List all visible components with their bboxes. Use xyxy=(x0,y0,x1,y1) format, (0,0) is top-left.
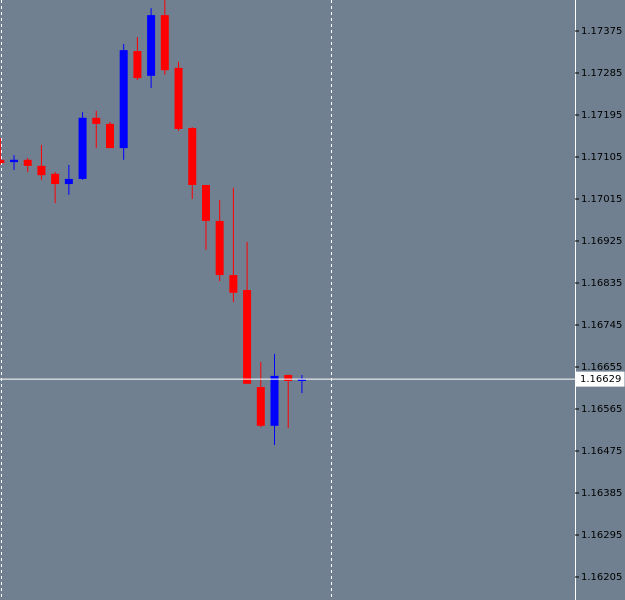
y-tick-label: 1.17195 xyxy=(581,110,622,121)
y-tick-label: 1.17375 xyxy=(581,26,622,37)
candle-body xyxy=(229,275,238,293)
candle-body xyxy=(243,289,252,384)
y-tick-label: 1.16475 xyxy=(581,446,622,457)
candle-body xyxy=(37,165,46,176)
y-tick-label: 1.16655 xyxy=(581,362,622,373)
candle-body xyxy=(23,159,32,166)
candle-body xyxy=(256,387,265,426)
candle-body xyxy=(270,375,279,426)
candle-body xyxy=(92,117,101,124)
candle-body xyxy=(51,173,60,185)
y-tick-label: 1.17105 xyxy=(581,152,622,163)
y-tick-label: 1.16295 xyxy=(581,530,622,541)
candle-body xyxy=(201,184,210,221)
y-tick-label: 1.17285 xyxy=(581,68,622,79)
candle-body xyxy=(188,128,197,185)
y-tick-label: 1.17015 xyxy=(581,194,622,205)
candle-body xyxy=(64,178,73,185)
candle-body xyxy=(215,220,224,276)
y-tick-label: 1.16205 xyxy=(581,572,622,583)
y-tick-label: 1.16565 xyxy=(581,404,622,415)
current-price-label: 1.16629 xyxy=(580,374,621,385)
candle-body xyxy=(10,159,19,163)
candle-body xyxy=(284,374,293,381)
y-tick-label: 1.16835 xyxy=(581,278,622,289)
y-tick-label: 1.16925 xyxy=(581,236,622,247)
candle-body xyxy=(78,117,87,179)
y-tick-label: 1.16385 xyxy=(581,488,622,499)
candle-body xyxy=(0,159,5,164)
current-price-box xyxy=(575,371,625,387)
candle-body xyxy=(133,51,142,79)
candle-body xyxy=(174,67,183,129)
candle-body xyxy=(160,15,169,71)
candle-body xyxy=(297,379,306,381)
candle-body xyxy=(147,15,156,76)
candle-body xyxy=(105,123,114,149)
y-tick-label: 1.16745 xyxy=(581,320,622,331)
candle-body xyxy=(119,50,128,149)
plot-area xyxy=(0,0,306,445)
